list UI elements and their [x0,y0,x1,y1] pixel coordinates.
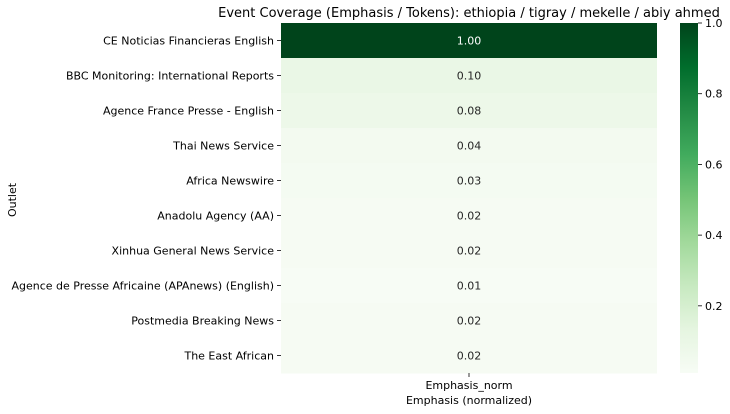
heatmap-cell [281,303,657,339]
heatmap-cells [281,23,657,374]
x-axis-label: Emphasis (normalized) [406,394,532,407]
row-label: Anadolu Agency (AA) [157,210,274,223]
row-label: The East African [183,350,274,363]
cell-value-label: 0.02 [457,245,482,258]
colorbar-ticks: 0.2 0.4 0.6 0.8 1.0 [698,17,723,313]
chart-title: Event Coverage (Emphasis / Tokens): ethi… [218,6,720,21]
colorbar-tick-label: 1.0 [705,17,723,30]
row-label: Xinhua General News Service [112,245,275,258]
row-label: Postmedia Breaking News [131,315,274,328]
row-label: Agence France Presse - English [103,105,274,118]
heatmap-cell [281,93,657,129]
y-axis-label: Outlet [6,182,19,217]
cell-value-label: 0.03 [457,175,482,188]
cell-value-label: 1.00 [457,35,482,48]
heatmap-cell [281,338,657,374]
heatmap-cell-labels: 1.00 0.10 0.08 0.04 0.03 0.02 0.02 0.01 0.02 0.02 [457,35,482,363]
cell-value-label: 0.02 [457,350,482,363]
column-label: Emphasis_norm [425,379,512,392]
cell-value-label: 0.04 [457,140,482,153]
cell-value-label: 0.02 [457,315,482,328]
heatmap-cell [281,163,657,199]
heatmap-cell [281,198,657,234]
cell-value-label: 0.01 [457,280,482,293]
colorbar-tick-label: 0.6 [705,158,723,171]
heatmap-cell [281,23,657,59]
row-label: CE Noticias Financieras English [103,35,274,48]
heatmap-cell [281,128,657,164]
heatmap-cell [281,58,657,94]
row-label: Agence de Presse Africaine (APAnews) (En… [11,280,274,293]
colorbar-tick-label: 0.2 [705,300,723,313]
row-label: Africa Newswire [186,175,274,188]
row-label: Thai News Service [172,140,274,153]
row-labels: CE Noticias Financieras English BBC Monit… [11,35,281,363]
heatmap-cell [281,233,657,269]
colorbar [680,23,698,373]
cell-value-label: 0.10 [457,70,482,83]
row-label: BBC Monitoring: International Reports [66,70,274,83]
colorbar-tick-label: 0.8 [705,88,723,101]
cell-value-label: 0.08 [457,105,482,118]
cell-value-label: 0.02 [457,210,482,223]
colorbar-tick-label: 0.4 [705,229,723,242]
column-labels: Emphasis_norm [425,373,513,392]
heatmap-cell [281,268,657,304]
